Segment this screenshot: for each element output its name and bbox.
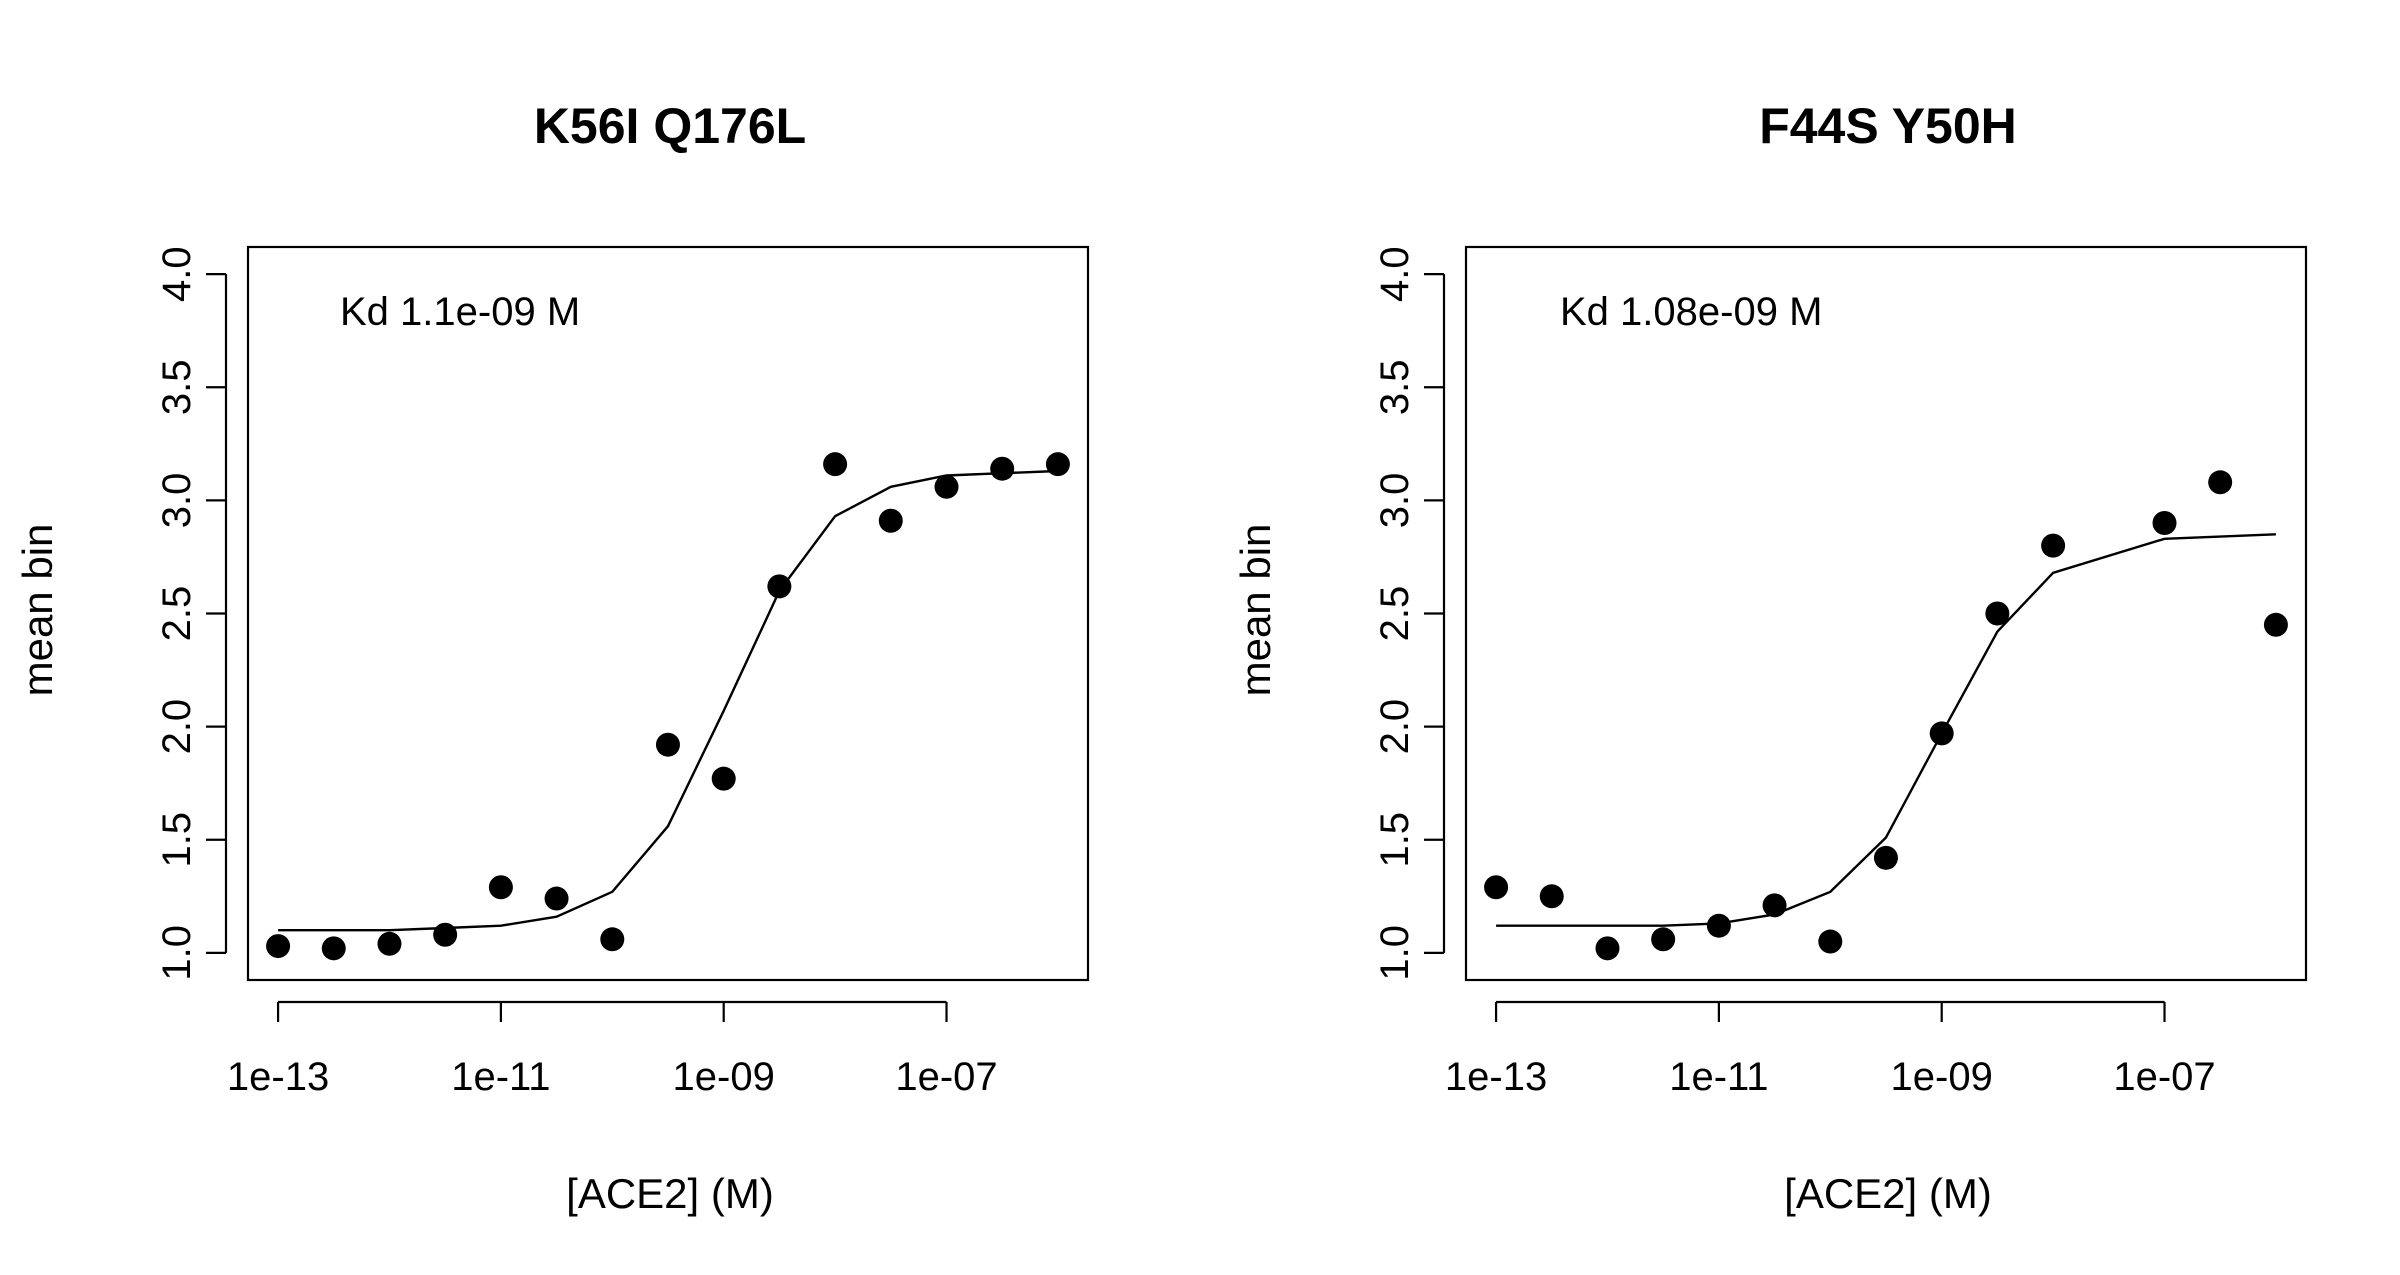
data-point [2263, 612, 2288, 637]
data-point [1873, 845, 1898, 870]
x-tick-label: 1e-13 [227, 1055, 329, 1099]
data-point [1762, 893, 1787, 918]
data-point [1706, 913, 1731, 938]
data-point [2152, 511, 2177, 536]
plot-frame [1464, 245, 2308, 982]
data-point [878, 508, 903, 533]
kd-annotation: Kd 1.1e-09 M [340, 290, 580, 334]
y-tick-label: 1.0 [1373, 925, 1417, 981]
y-tick-label: 2.0 [1373, 699, 1417, 755]
data-point [433, 922, 458, 947]
y-tick-label: 3.5 [1373, 359, 1417, 415]
data-point [711, 766, 736, 791]
data-point [266, 934, 291, 959]
y-tick-label: 1.0 [155, 925, 199, 981]
fit-curve [278, 469, 1058, 932]
data-point [1929, 721, 1954, 746]
data-point [600, 927, 625, 952]
y-tick-label: 2.5 [155, 586, 199, 642]
y-tick-label: 1.5 [155, 812, 199, 868]
data-point [823, 452, 848, 477]
data-point [1651, 927, 1676, 952]
x-tick-label: 1e-07 [2113, 1055, 2215, 1099]
data-point [1818, 929, 1843, 954]
chart-marks: 1.0 1.5 2.0 2.5 3.0 3.5 4.0 1e-13 1e-11 1e-09 1e-0… [155, 246, 1070, 1099]
y-tick-label: 1.5 [1373, 812, 1417, 868]
data-point [767, 574, 792, 599]
x-tick-label: 1e-11 [451, 1055, 550, 1099]
fit-curve [1496, 533, 2276, 927]
data-point [544, 886, 569, 911]
y-axis-label: mean bin [14, 524, 61, 697]
y-tick-label: 2.5 [1373, 586, 1417, 642]
data-point [655, 732, 680, 757]
data-point [1539, 884, 1564, 909]
data-point [488, 875, 513, 900]
y-tick-label: 2.0 [155, 699, 199, 755]
data-point [1595, 936, 1620, 961]
data-point [1484, 875, 1509, 900]
data-point [2041, 533, 2066, 558]
y-axis-label: mean bin [1232, 524, 1279, 697]
x-tick-label: 1e-11 [1669, 1055, 1768, 1099]
x-tick-label: 1e-07 [895, 1055, 997, 1099]
y-tick-label: 3.0 [155, 473, 199, 529]
y-tick-label: 3.0 [1373, 473, 1417, 529]
data-point [990, 456, 1015, 481]
y-tick-label: 4.0 [155, 246, 199, 302]
y-tick-label: 4.0 [1373, 246, 1417, 302]
data-point [1045, 452, 1070, 477]
kd-annotation: Kd 1.08e-09 M [1560, 290, 1822, 334]
x-axis-label: [ACE2] (M) [566, 1170, 774, 1217]
chart-panel-left: K56I Q176L [ACE2] (M) mean bin Kd 1.1e-0… [14, 98, 1090, 1217]
x-tick-label: 1e-13 [1445, 1055, 1547, 1099]
data-point [377, 931, 402, 956]
chart-marks: 1.0 1.5 2.0 2.5 3.0 3.5 4.0 1e-13 1e-11 1e-09 1e-0… [1373, 246, 2288, 1099]
chart-title: F44S Y50H [1759, 98, 2017, 154]
plot-frame [246, 245, 1090, 982]
x-axis-label: [ACE2] (M) [1784, 1170, 1992, 1217]
x-tick-label: 1e-09 [673, 1055, 775, 1099]
chart-title: K56I Q176L [534, 98, 806, 154]
x-tick-label: 1e-09 [1891, 1055, 1993, 1099]
data-point [2208, 470, 2233, 495]
data-point [1985, 601, 2010, 626]
data-point [321, 936, 346, 961]
chart-panel-right: F44S Y50H [ACE2] (M) mean bin Kd 1.08e-0… [1232, 98, 2308, 1217]
y-tick-label: 3.5 [155, 359, 199, 415]
data-point [934, 474, 959, 499]
